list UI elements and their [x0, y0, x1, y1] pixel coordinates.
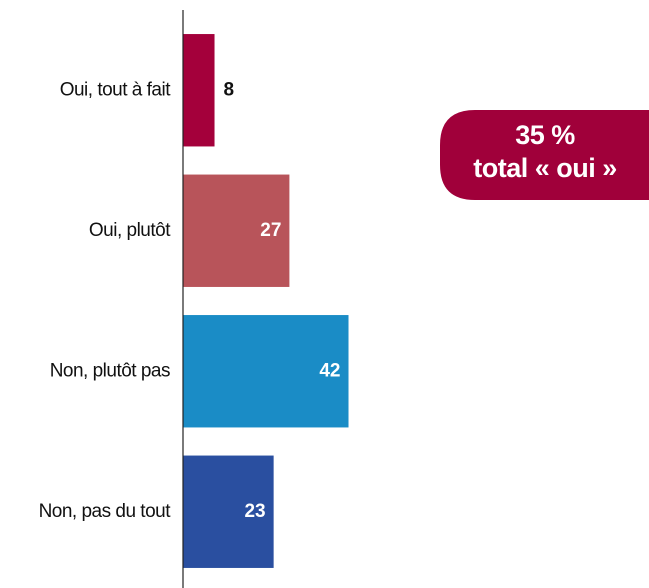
bar: [183, 455, 274, 568]
bar: [183, 34, 215, 147]
annotation: 35 %: [515, 120, 575, 150]
category-label: Non, pas du tout: [39, 501, 172, 522]
category-label: Oui, plutôt: [89, 220, 171, 241]
category-label: Oui, tout à fait: [60, 79, 172, 100]
bar: [183, 315, 349, 428]
value-label: 27: [260, 220, 281, 241]
value-label: 23: [244, 501, 265, 522]
annotation: total « oui »: [473, 153, 617, 183]
category-label: Non, plutôt pas: [50, 360, 170, 381]
value-label: 8: [224, 79, 235, 100]
annotation-badge: [440, 110, 649, 200]
bar: [183, 174, 290, 287]
value-label: 42: [319, 360, 340, 381]
